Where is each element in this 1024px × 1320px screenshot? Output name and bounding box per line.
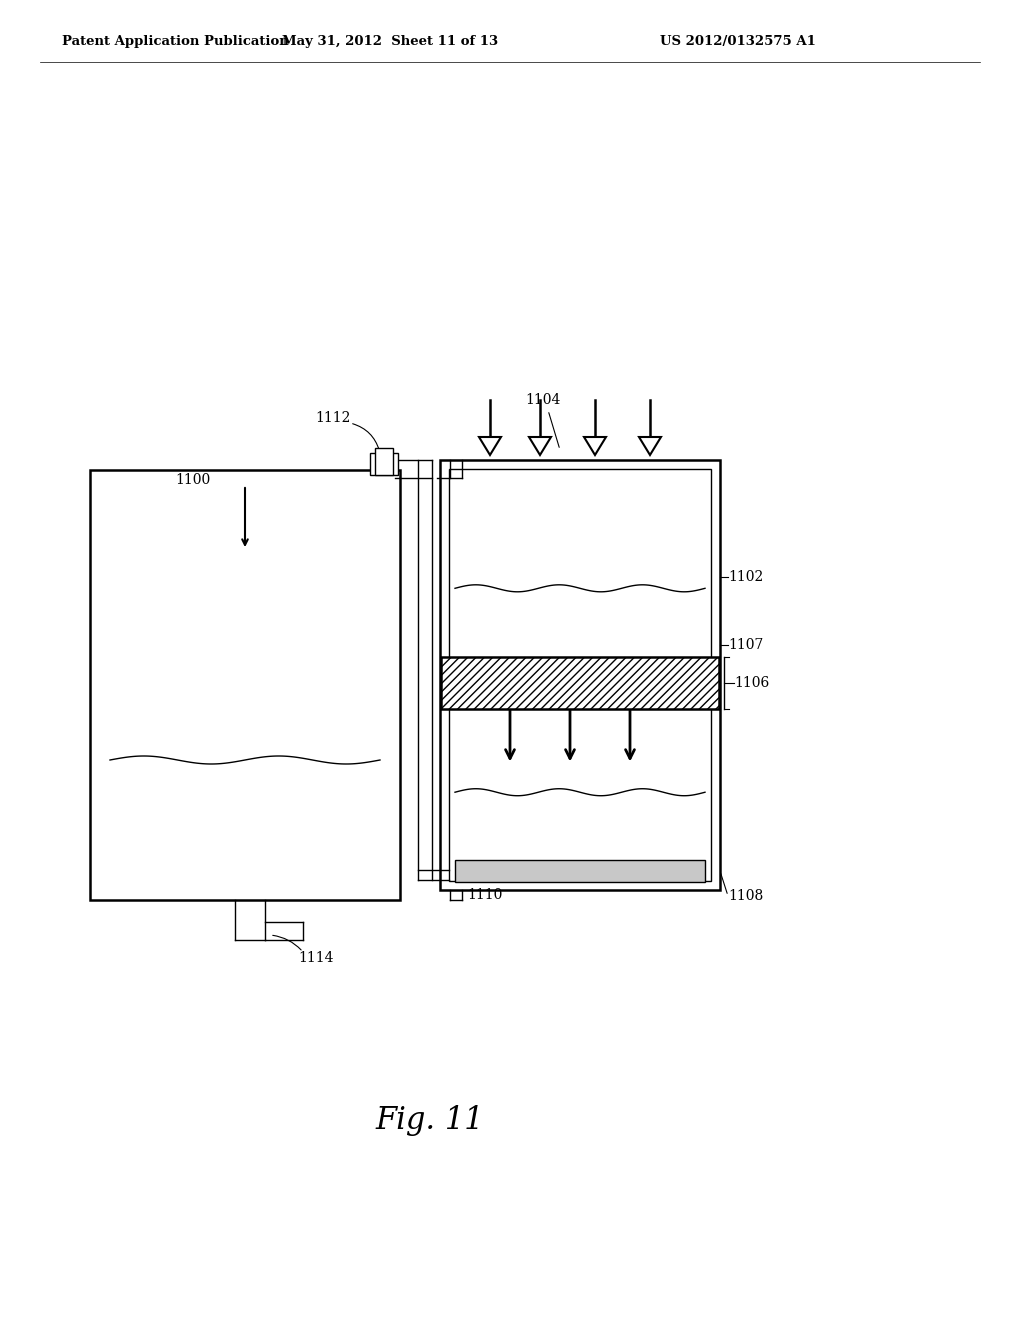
Polygon shape bbox=[529, 437, 551, 455]
Bar bbox=[455, 861, 705, 882]
Bar bbox=[370, 453, 398, 475]
Text: Fig. 11: Fig. 11 bbox=[376, 1105, 484, 1135]
Text: May 31, 2012  Sheet 11 of 13: May 31, 2012 Sheet 11 of 13 bbox=[282, 36, 498, 49]
Text: 1114: 1114 bbox=[298, 950, 334, 965]
Bar bbox=[440, 459, 720, 890]
Bar bbox=[90, 470, 400, 900]
Polygon shape bbox=[584, 437, 606, 455]
Text: 1110: 1110 bbox=[467, 888, 503, 902]
Text: 1102: 1102 bbox=[728, 570, 763, 585]
Text: 1104: 1104 bbox=[525, 393, 560, 407]
Bar bbox=[441, 657, 719, 709]
Text: 1106: 1106 bbox=[734, 676, 769, 690]
Text: Patent Application Publication: Patent Application Publication bbox=[62, 36, 289, 49]
Text: US 2012/0132575 A1: US 2012/0132575 A1 bbox=[660, 36, 816, 49]
Polygon shape bbox=[639, 437, 662, 455]
Bar bbox=[375, 447, 393, 475]
Text: 1100: 1100 bbox=[175, 473, 210, 487]
Text: 1108: 1108 bbox=[728, 888, 763, 903]
Bar bbox=[449, 469, 711, 880]
Text: 1112: 1112 bbox=[315, 411, 350, 425]
Polygon shape bbox=[479, 437, 501, 455]
Text: 1107: 1107 bbox=[728, 639, 763, 652]
